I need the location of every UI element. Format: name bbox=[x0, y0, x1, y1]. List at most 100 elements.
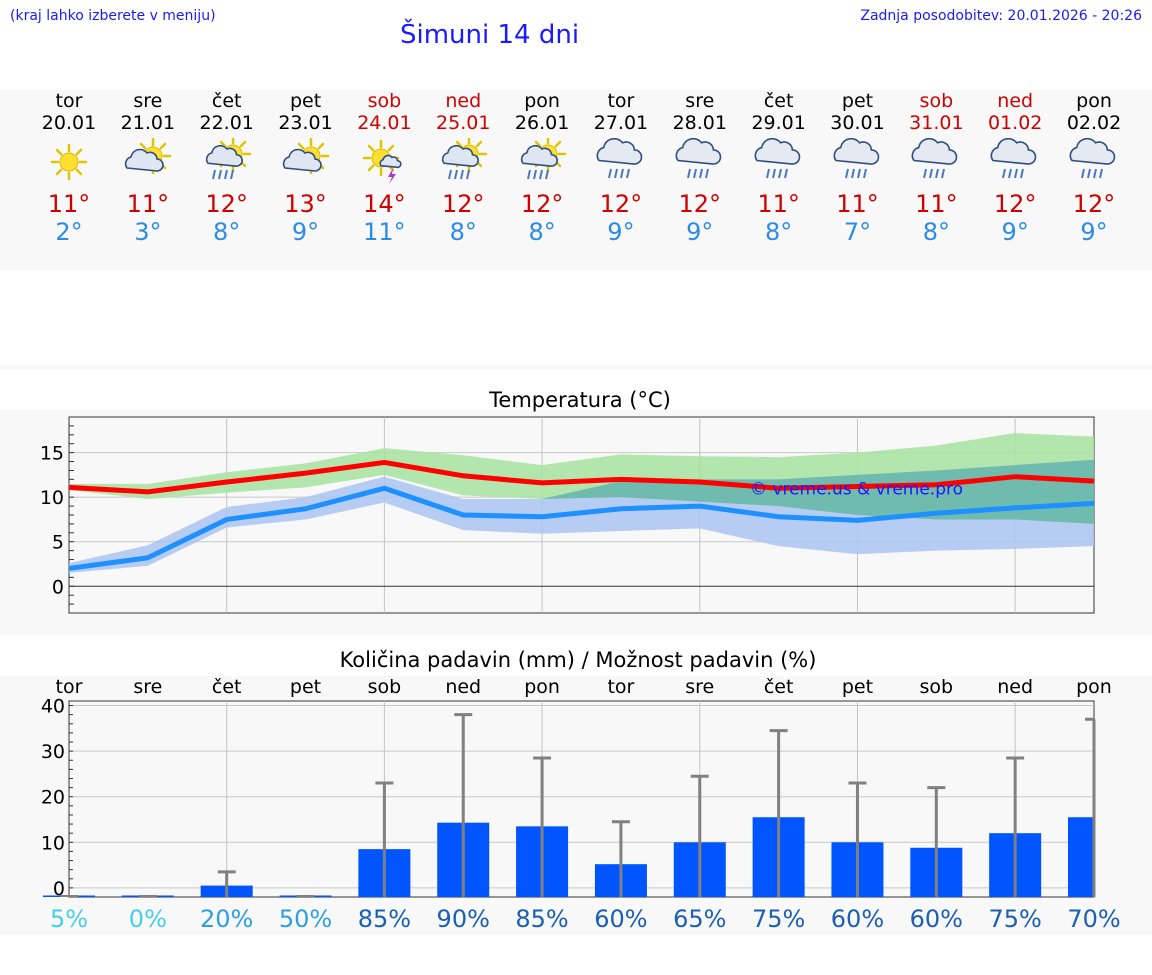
location-hint: (kraj lahko izberete v meniju) bbox=[10, 8, 216, 24]
precip-error-bar bbox=[375, 781, 394, 897]
precip-chance-label: 50% bbox=[279, 905, 332, 933]
watermark: © vreme.us & vreme.pro bbox=[750, 479, 963, 499]
temp-max: 11° bbox=[126, 190, 170, 218]
category-label: pon bbox=[524, 676, 560, 698]
category-label: ned bbox=[997, 676, 1033, 698]
day-column: pet 30.01 11° 7° bbox=[818, 90, 898, 246]
precip-chance-label: 65% bbox=[673, 905, 726, 933]
sun-cloud-icon bbox=[282, 138, 329, 175]
precip-chance-label: 85% bbox=[358, 905, 411, 933]
temp-max: 11° bbox=[836, 190, 879, 218]
day-name: ned bbox=[997, 90, 1034, 112]
day-column: tor 20.01 11° 2° bbox=[29, 90, 109, 246]
day-name: čet bbox=[211, 90, 242, 112]
y-tick-label: 5 bbox=[52, 532, 64, 554]
category-label: pet bbox=[290, 676, 321, 698]
cloud-rain-icon bbox=[911, 138, 958, 179]
y-tick-label: 15 bbox=[40, 443, 64, 465]
temp-min: 3° bbox=[134, 218, 162, 246]
y-tick-label: 30 bbox=[41, 741, 65, 763]
precip-error-bar bbox=[533, 756, 552, 897]
precip-error-bar bbox=[1006, 756, 1025, 897]
temp-range-overlap bbox=[69, 459, 1094, 524]
day-column: tor 27.01 12° 9° bbox=[581, 90, 661, 246]
day-column: čet 29.01 11° 8° bbox=[739, 90, 819, 246]
day-column: ned 25.01 12° 8° bbox=[423, 90, 503, 246]
y-tick-label: 10 bbox=[40, 487, 64, 509]
temp-max: 13° bbox=[284, 190, 327, 218]
day-column: sre 28.01 12° 9° bbox=[660, 90, 740, 246]
category-label: ned bbox=[445, 676, 481, 698]
precip-chance-label: 85% bbox=[515, 905, 568, 933]
day-date: 21.01 bbox=[120, 112, 176, 134]
temp-min: 8° bbox=[528, 218, 556, 246]
day-column: pet 23.01 13° 9° bbox=[266, 90, 346, 246]
precip-chance-label: 5% bbox=[50, 905, 88, 933]
day-column: ned 01.02 12° 9° bbox=[975, 90, 1055, 246]
day-name: tor bbox=[55, 90, 83, 112]
temp-min: 9° bbox=[686, 218, 714, 246]
category-label: sob bbox=[368, 676, 402, 698]
temp-min: 8° bbox=[922, 218, 950, 246]
category-label: sre bbox=[133, 676, 162, 698]
day-date: 22.01 bbox=[199, 112, 254, 134]
day-date: 02.02 bbox=[1066, 112, 1122, 134]
day-name: pon bbox=[524, 90, 560, 112]
day-name: sre bbox=[133, 90, 163, 112]
last-update: Zadnja posodobitev: 20.01.2026 - 20:26 bbox=[860, 8, 1142, 24]
day-column: pon 02.02 12° 9° bbox=[1054, 90, 1134, 246]
category-label: pet bbox=[842, 676, 873, 698]
day-name: pon bbox=[1076, 90, 1112, 112]
day-name: pet bbox=[841, 90, 874, 112]
precip-error-bar bbox=[611, 820, 630, 897]
min-temp-line bbox=[68, 485, 1095, 571]
day-name: sob bbox=[367, 90, 402, 112]
temp-max: 12° bbox=[993, 190, 1037, 218]
day-name: tor bbox=[607, 90, 635, 112]
precip-chance-label: 75% bbox=[988, 905, 1041, 933]
temp-min: 2° bbox=[55, 218, 83, 246]
day-name: sre bbox=[685, 90, 715, 112]
temp-min: 11° bbox=[363, 218, 406, 246]
day-date: 31.01 bbox=[909, 112, 964, 134]
temp-min: 9° bbox=[1001, 218, 1029, 246]
temp-min: 9° bbox=[1080, 218, 1108, 246]
temp-max: 12° bbox=[678, 190, 722, 218]
category-label: čet bbox=[764, 676, 794, 698]
cloud-rain-icon bbox=[990, 138, 1037, 179]
category-label: pon bbox=[1076, 676, 1112, 698]
sun-thunder-icon bbox=[363, 139, 402, 184]
temp-max: 12° bbox=[520, 190, 564, 218]
precip-chance-label: 75% bbox=[752, 905, 805, 933]
precip-error-bar bbox=[1085, 717, 1096, 897]
precip-chance-label: 60% bbox=[594, 905, 647, 933]
day-date: 28.01 bbox=[672, 112, 727, 134]
precip-chance-label: 20% bbox=[200, 905, 253, 933]
temp-min: 7° bbox=[843, 218, 872, 246]
precip-error-bar bbox=[690, 774, 709, 897]
category-label: sob bbox=[920, 676, 954, 698]
day-name: pet bbox=[289, 90, 322, 112]
temp-max: 11° bbox=[47, 190, 91, 218]
temperature-title: Temperatura (°C) bbox=[489, 388, 671, 412]
sun-cloud-rain-icon bbox=[442, 138, 488, 180]
cloud-rain-icon bbox=[1069, 138, 1116, 179]
day-column: sob 24.01 14° 11° bbox=[344, 90, 424, 246]
precip-chance-label: 0% bbox=[129, 905, 167, 933]
precip-chance-label: 70% bbox=[1067, 905, 1120, 933]
cloud-rain-icon bbox=[596, 138, 643, 179]
precip-error-bar bbox=[217, 870, 236, 897]
y-tick-label: 10 bbox=[41, 832, 65, 854]
day-date: 20.01 bbox=[41, 112, 97, 134]
temp-max: 11° bbox=[757, 190, 800, 218]
cloud-rain-icon bbox=[754, 138, 800, 179]
day-name: sob bbox=[919, 90, 954, 112]
precipitation-title: Količina padavin (mm) / Možnost padavin … bbox=[339, 648, 817, 672]
temp-max: 14° bbox=[363, 190, 406, 218]
precip-error-bar bbox=[769, 729, 788, 897]
day-date: 29.01 bbox=[751, 112, 806, 134]
category-label: sre bbox=[685, 676, 714, 698]
day-column: sob 31.01 11° 8° bbox=[896, 90, 976, 246]
precip-chance-label: 90% bbox=[437, 905, 490, 933]
day-date: 25.01 bbox=[436, 112, 491, 134]
